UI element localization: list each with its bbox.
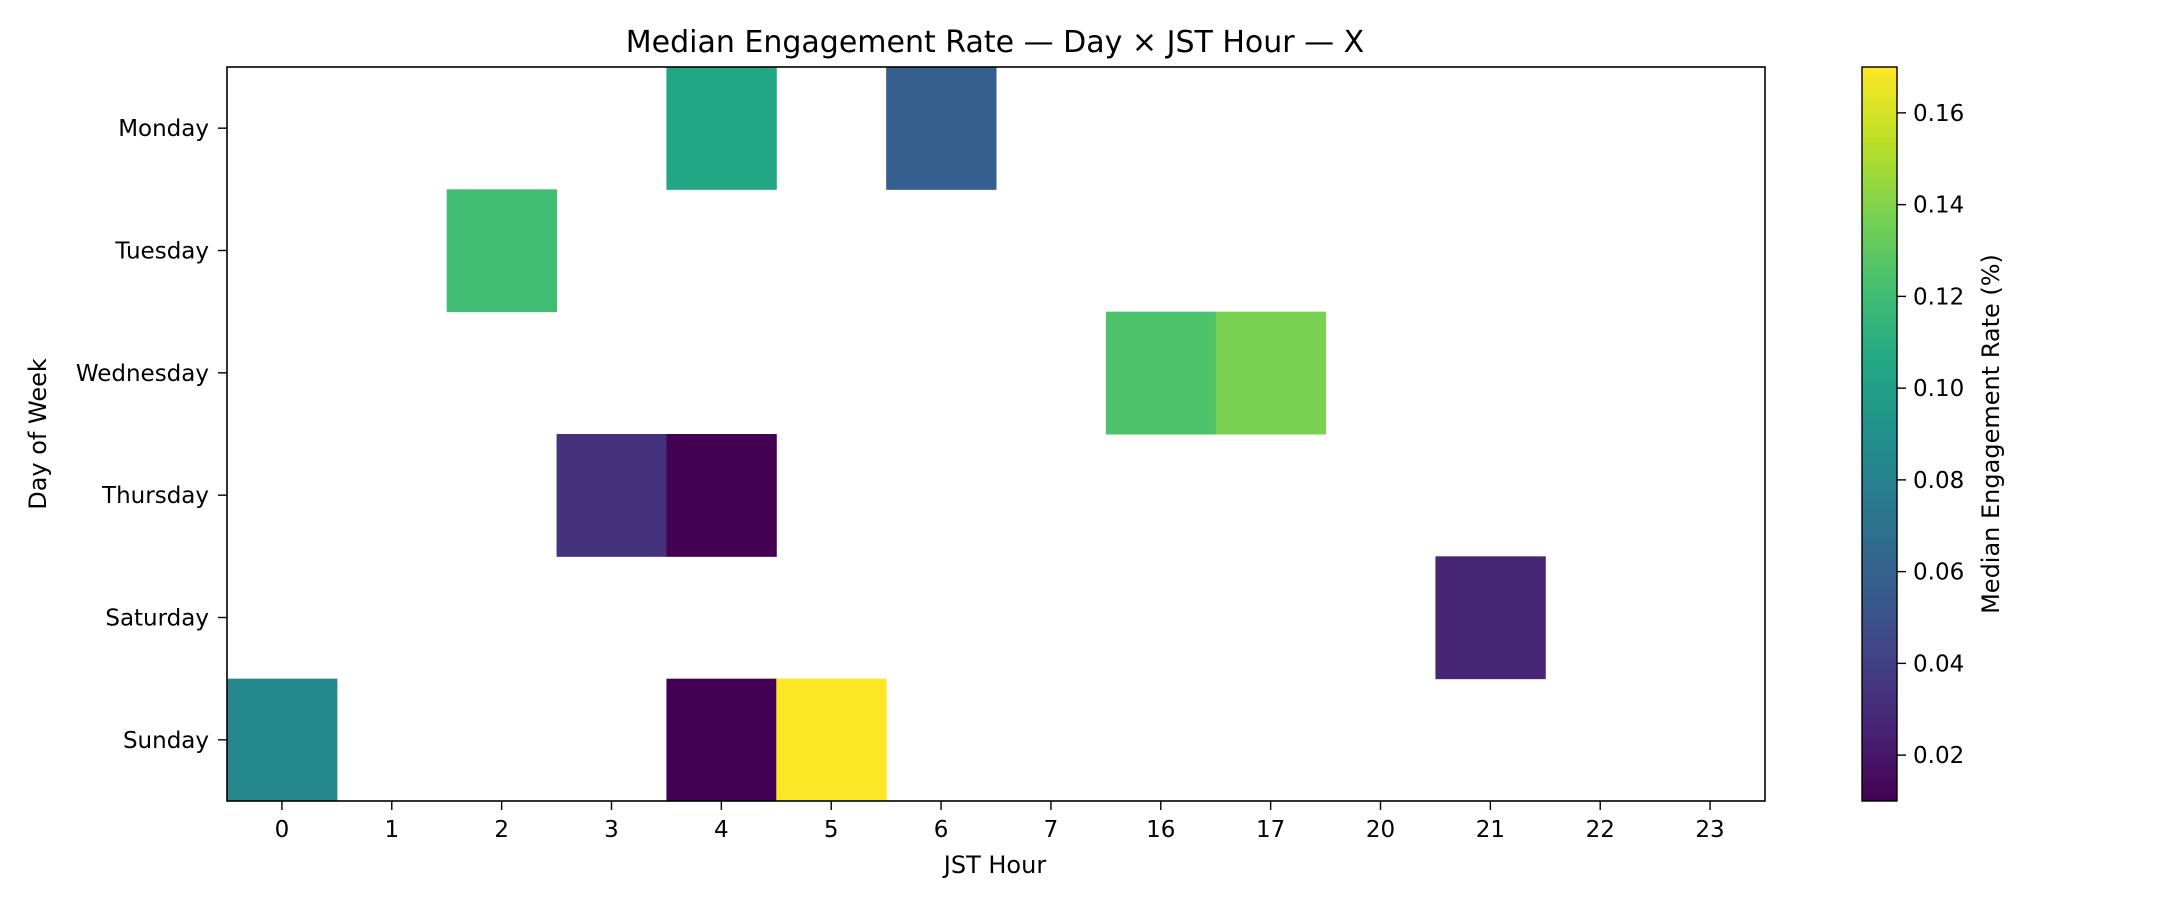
x-tick-label: 5 bbox=[824, 817, 839, 843]
colorbar-tick-label: 0.16 bbox=[1913, 101, 1964, 127]
colorbar-tick-label: 0.14 bbox=[1913, 193, 1964, 219]
colorbar-ticks: 0.02 0.04 0.06 0.08 0.10 0.12 0.14 0.16 bbox=[1897, 101, 1964, 769]
y-tick-label: Tuesday bbox=[114, 239, 209, 265]
colorbar-tick-label: 0.06 bbox=[1913, 560, 1964, 586]
x-tick-label: 21 bbox=[1476, 817, 1505, 843]
heatmap-cell bbox=[227, 678, 338, 802]
heatmap-cell bbox=[666, 434, 777, 557]
x-tick-label: 0 bbox=[275, 817, 290, 843]
x-tick-label: 3 bbox=[604, 817, 619, 843]
y-tick-label: Monday bbox=[118, 116, 209, 142]
x-tick-label: 20 bbox=[1366, 817, 1395, 843]
y-axis-label: Day of Week bbox=[24, 358, 52, 510]
colorbar-tick-label: 0.10 bbox=[1913, 376, 1964, 402]
heatmap-cell bbox=[886, 67, 997, 190]
colorbar bbox=[1861, 66, 1898, 802]
heatmap-cells bbox=[227, 67, 1546, 802]
heatmap-cell bbox=[1435, 556, 1546, 680]
y-tick-label: Thursday bbox=[101, 483, 209, 509]
heatmap-cell bbox=[666, 67, 777, 190]
x-axis-label: JST Hour bbox=[942, 851, 1047, 879]
colorbar-label: Median Engagement Rate (%) bbox=[1977, 254, 2005, 614]
x-tick-label: 4 bbox=[714, 817, 729, 843]
chart-title: Median Engagement Rate — Day × JST Hour … bbox=[626, 25, 1365, 60]
colorbar-tick-label: 0.12 bbox=[1913, 284, 1964, 310]
x-tick-label: 23 bbox=[1695, 817, 1724, 843]
x-tick-label: 2 bbox=[494, 817, 509, 843]
colorbar-tick-label: 0.08 bbox=[1913, 468, 1964, 494]
heatmap-cell bbox=[556, 434, 667, 557]
y-tick-label: Sunday bbox=[123, 728, 209, 754]
x-axis-ticks: 0 1 2 3 4 5 6 7 16 17 20 21 22 23 bbox=[275, 801, 1725, 843]
x-tick-label: 17 bbox=[1256, 817, 1285, 843]
x-tick-label: 6 bbox=[934, 817, 949, 843]
colorbar-tick-label: 0.02 bbox=[1913, 743, 1964, 769]
y-tick-label: Saturday bbox=[105, 606, 209, 632]
heatmap-cell bbox=[1215, 311, 1327, 435]
x-tick-label: 22 bbox=[1586, 817, 1615, 843]
heatmap-cell bbox=[1105, 311, 1217, 435]
heatmap-cell bbox=[666, 678, 777, 802]
heatmap-cell bbox=[776, 678, 887, 802]
x-tick-label: 7 bbox=[1044, 817, 1059, 843]
colorbar-tick-label: 0.04 bbox=[1913, 651, 1964, 677]
y-tick-label: Wednesday bbox=[76, 361, 209, 387]
x-tick-label: 1 bbox=[384, 817, 399, 843]
x-tick-label: 16 bbox=[1146, 817, 1175, 843]
plot-frame bbox=[226, 66, 1766, 802]
y-axis-ticks: Monday Tuesday Wednesday Thursday Saturday Su… bbox=[76, 116, 227, 754]
heatmap-cell bbox=[446, 189, 558, 313]
